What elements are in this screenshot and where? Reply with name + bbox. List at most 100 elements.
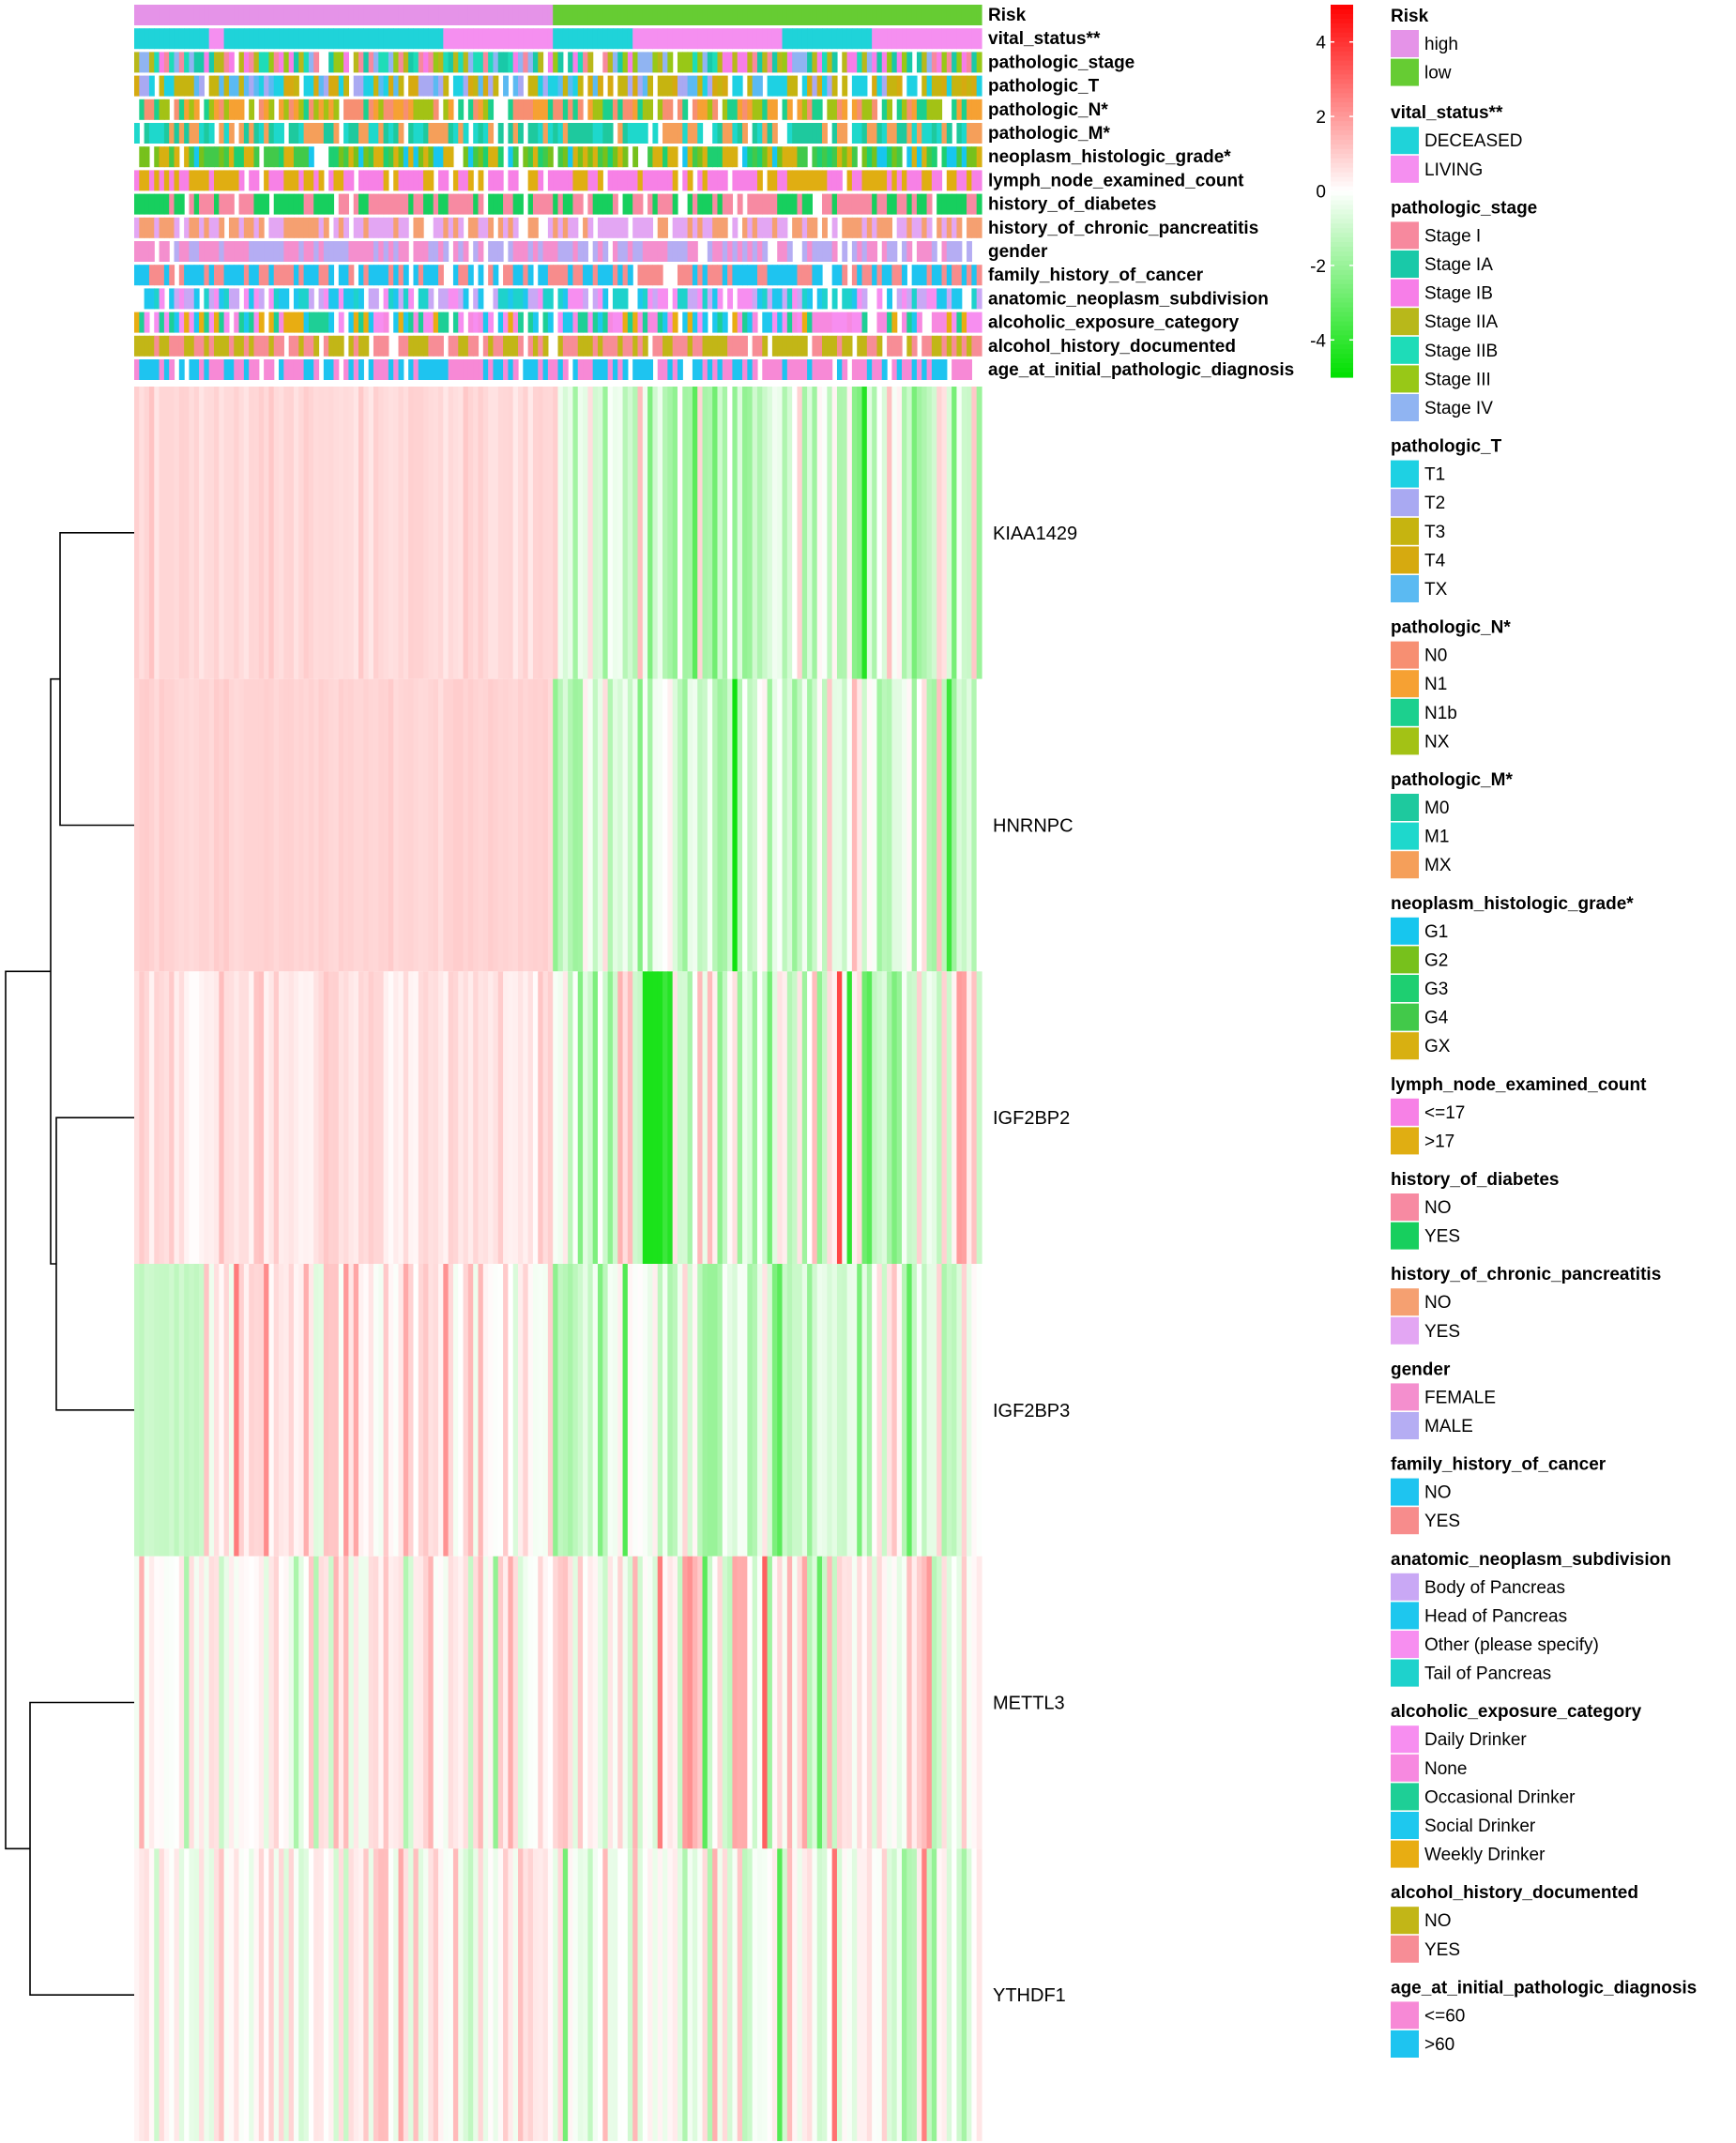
annotation-cell — [717, 241, 723, 262]
heatmap-cell — [418, 387, 424, 679]
annotation-cell — [756, 123, 763, 144]
heatmap-cell — [398, 387, 404, 679]
annotation-cell — [213, 359, 220, 380]
annotation-cell — [408, 75, 415, 97]
annotation-cell — [308, 265, 314, 286]
annotation-cell — [193, 123, 200, 144]
heatmap-cell — [836, 1556, 843, 1849]
annotation-cell — [727, 52, 734, 73]
heatmap-cell — [154, 1556, 160, 1849]
heatmap-cell — [208, 971, 215, 1264]
annotation-cell — [677, 217, 683, 238]
heatmap-cell — [572, 387, 579, 679]
heatmap-cell — [902, 1264, 907, 1557]
annotation-cell — [343, 28, 349, 50]
annotation-cell — [423, 75, 429, 97]
annotation-cell — [358, 217, 364, 238]
annotation-cell — [732, 312, 739, 333]
annotation-cell — [264, 5, 270, 25]
annotation-cell — [732, 170, 739, 191]
heatmap-cell — [931, 971, 937, 1264]
annotation-cell — [891, 28, 898, 50]
annotation-cell — [722, 265, 728, 286]
heatmap-cell — [771, 1848, 778, 2141]
annotation-cell — [403, 170, 409, 191]
heatmap-cell — [672, 1848, 678, 2141]
annotation-cell — [557, 170, 564, 191]
annotation-cell — [547, 170, 554, 191]
heatmap-cell — [388, 678, 394, 972]
annotation-cell — [532, 99, 539, 120]
annotation-cell — [652, 123, 659, 144]
annotation-cell — [816, 288, 823, 310]
heatmap-cell — [887, 1848, 892, 2141]
heatmap-row-YTHDF1 — [134, 1848, 982, 2141]
annotation-cell — [906, 28, 913, 50]
annotation-cell — [762, 241, 769, 262]
heatmap-cell — [896, 1264, 903, 1557]
annotation-cell — [961, 52, 967, 73]
annotation-cell — [568, 123, 574, 144]
annotation-cell — [512, 359, 519, 380]
annotation-cell — [952, 5, 958, 25]
heatmap-cell — [393, 971, 400, 1264]
annotation-cell — [482, 217, 489, 238]
annotation-cell — [463, 123, 469, 144]
annotation-cell — [771, 170, 778, 191]
annotation-cell — [568, 5, 574, 25]
annotation-cell — [807, 170, 813, 191]
heatmap-cell — [557, 678, 564, 972]
annotation-cell — [393, 265, 400, 286]
annotation-cell — [647, 217, 654, 238]
heatmap-cell — [144, 971, 150, 1264]
heatmap-cell — [592, 1264, 599, 1557]
annotation-cell — [902, 288, 907, 310]
annotation-cell — [827, 359, 833, 380]
annotation-cell — [577, 241, 584, 262]
annotation-cell — [627, 52, 633, 73]
annotation-cell — [792, 123, 799, 144]
annotation-cell — [937, 52, 943, 73]
heatmap-cell — [288, 971, 295, 1264]
annotation-cell — [926, 146, 933, 168]
annotation-cell — [308, 28, 314, 50]
legend-swatch — [1391, 1193, 1419, 1221]
colorbar-segment — [1331, 41, 1353, 48]
annotation-cell — [243, 5, 250, 25]
annotation-cell — [323, 123, 329, 144]
annotation-cell — [353, 52, 359, 73]
heatmap-cell — [846, 678, 853, 972]
annotation-cell — [268, 241, 275, 262]
heatmap-cell — [891, 387, 898, 679]
annotation-cell — [881, 312, 888, 333]
heatmap-cell — [737, 971, 743, 1264]
annotation-cell — [952, 265, 958, 286]
annotation-cell — [154, 217, 160, 238]
heatmap-cell — [174, 1848, 180, 2141]
annotation-cell — [393, 193, 400, 215]
annotation-cell — [497, 193, 504, 215]
annotation-cell — [338, 5, 344, 25]
annotation-cell — [452, 288, 459, 310]
annotation-cell — [887, 217, 892, 238]
annotation-cell — [767, 75, 773, 97]
annotation-cell — [961, 335, 967, 357]
annotation-label-alcoholic_exposure_category: alcoholic_exposure_category — [988, 313, 1240, 333]
heatmap-cell — [602, 1848, 609, 2141]
annotation-cell — [213, 265, 220, 286]
annotation-cell — [174, 312, 180, 333]
annotation-cell — [358, 123, 364, 144]
annotation-cell — [258, 335, 265, 357]
heatmap-cell — [154, 678, 160, 972]
heatmap-cell — [512, 971, 519, 1264]
annotation-cell — [891, 170, 898, 191]
annotation-cell — [493, 5, 499, 25]
annotation-cell — [378, 146, 385, 168]
annotation-cell — [906, 5, 913, 25]
heatmap-cell — [642, 971, 648, 1264]
annotation-cell — [154, 265, 160, 286]
heatmap-cell — [223, 678, 230, 972]
heatmap-cell — [413, 1556, 419, 1849]
heatmap-cell — [961, 678, 967, 972]
annotation-cell — [662, 312, 668, 333]
